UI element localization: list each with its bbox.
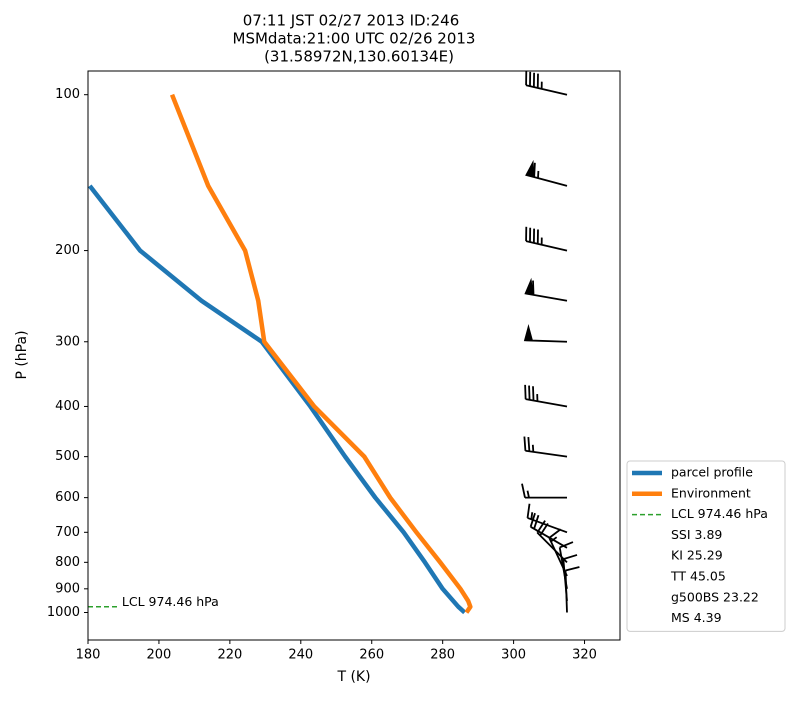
title-line: (31.58972N,130.60134E)	[264, 48, 454, 66]
legend-index: g500BS 23.22	[671, 589, 759, 604]
y-axis-label: P (hPa)	[14, 330, 30, 379]
legend-index: SSI 3.89	[671, 527, 722, 542]
wind-barb	[523, 323, 568, 343]
plot-frame	[87, 70, 621, 641]
profile-line	[169, 93, 473, 614]
x-tick-label: 280	[430, 648, 455, 663]
x-tick-label: 200	[147, 648, 172, 663]
legend-label: parcel profile	[671, 465, 753, 480]
y-tick-label: 700	[55, 525, 80, 540]
legend-index: KI 25.29	[671, 548, 723, 563]
x-tick-label: 300	[501, 648, 526, 663]
legend-index: MS 4.39	[671, 610, 722, 625]
wind-barb	[523, 436, 568, 458]
y-tick-label: 500	[55, 449, 80, 464]
wind-barb	[564, 566, 580, 613]
title-line: 07:11 JST 02/27 2013 ID:246	[243, 12, 459, 30]
x-axis-label: T (K)	[336, 669, 370, 685]
legend-label: LCL 974.46 hPa	[671, 506, 768, 521]
x-tick-label: 260	[359, 648, 384, 663]
y-tick-label: 600	[55, 490, 80, 505]
x-tick-label: 240	[288, 648, 313, 663]
y-tick-label: 1000	[47, 605, 80, 620]
legend: parcel profile Environment LCL 974.46 hPa S…	[626, 460, 786, 632]
legend-index: TT 45.05	[670, 569, 726, 584]
y-tick-label: 900	[55, 581, 80, 596]
y-tick-label: 100	[55, 87, 80, 102]
wind-barb	[525, 70, 568, 96]
wind-barb	[524, 384, 568, 408]
y-tick-label: 300	[55, 334, 80, 349]
x-tick-label: 320	[572, 648, 597, 663]
title-line: MSMdata:21:00 UTC 02/26 2013	[233, 30, 476, 48]
y-tick-label: 800	[55, 555, 80, 570]
wind-barb	[524, 277, 568, 302]
x-tick-label: 220	[217, 648, 242, 663]
wind-barb	[525, 159, 568, 187]
wind-barb	[521, 483, 567, 499]
legend-label: Environment	[671, 485, 751, 500]
x-tick-label: 180	[76, 648, 101, 663]
legend-box	[626, 460, 786, 632]
wind-barb	[525, 226, 568, 252]
lcl-label: LCL 974.46 hPa	[122, 594, 219, 609]
profile-line	[88, 184, 467, 615]
y-tick-label: 200	[55, 243, 80, 258]
plot-area	[88, 93, 473, 615]
y-tick-label: 400	[55, 399, 80, 414]
